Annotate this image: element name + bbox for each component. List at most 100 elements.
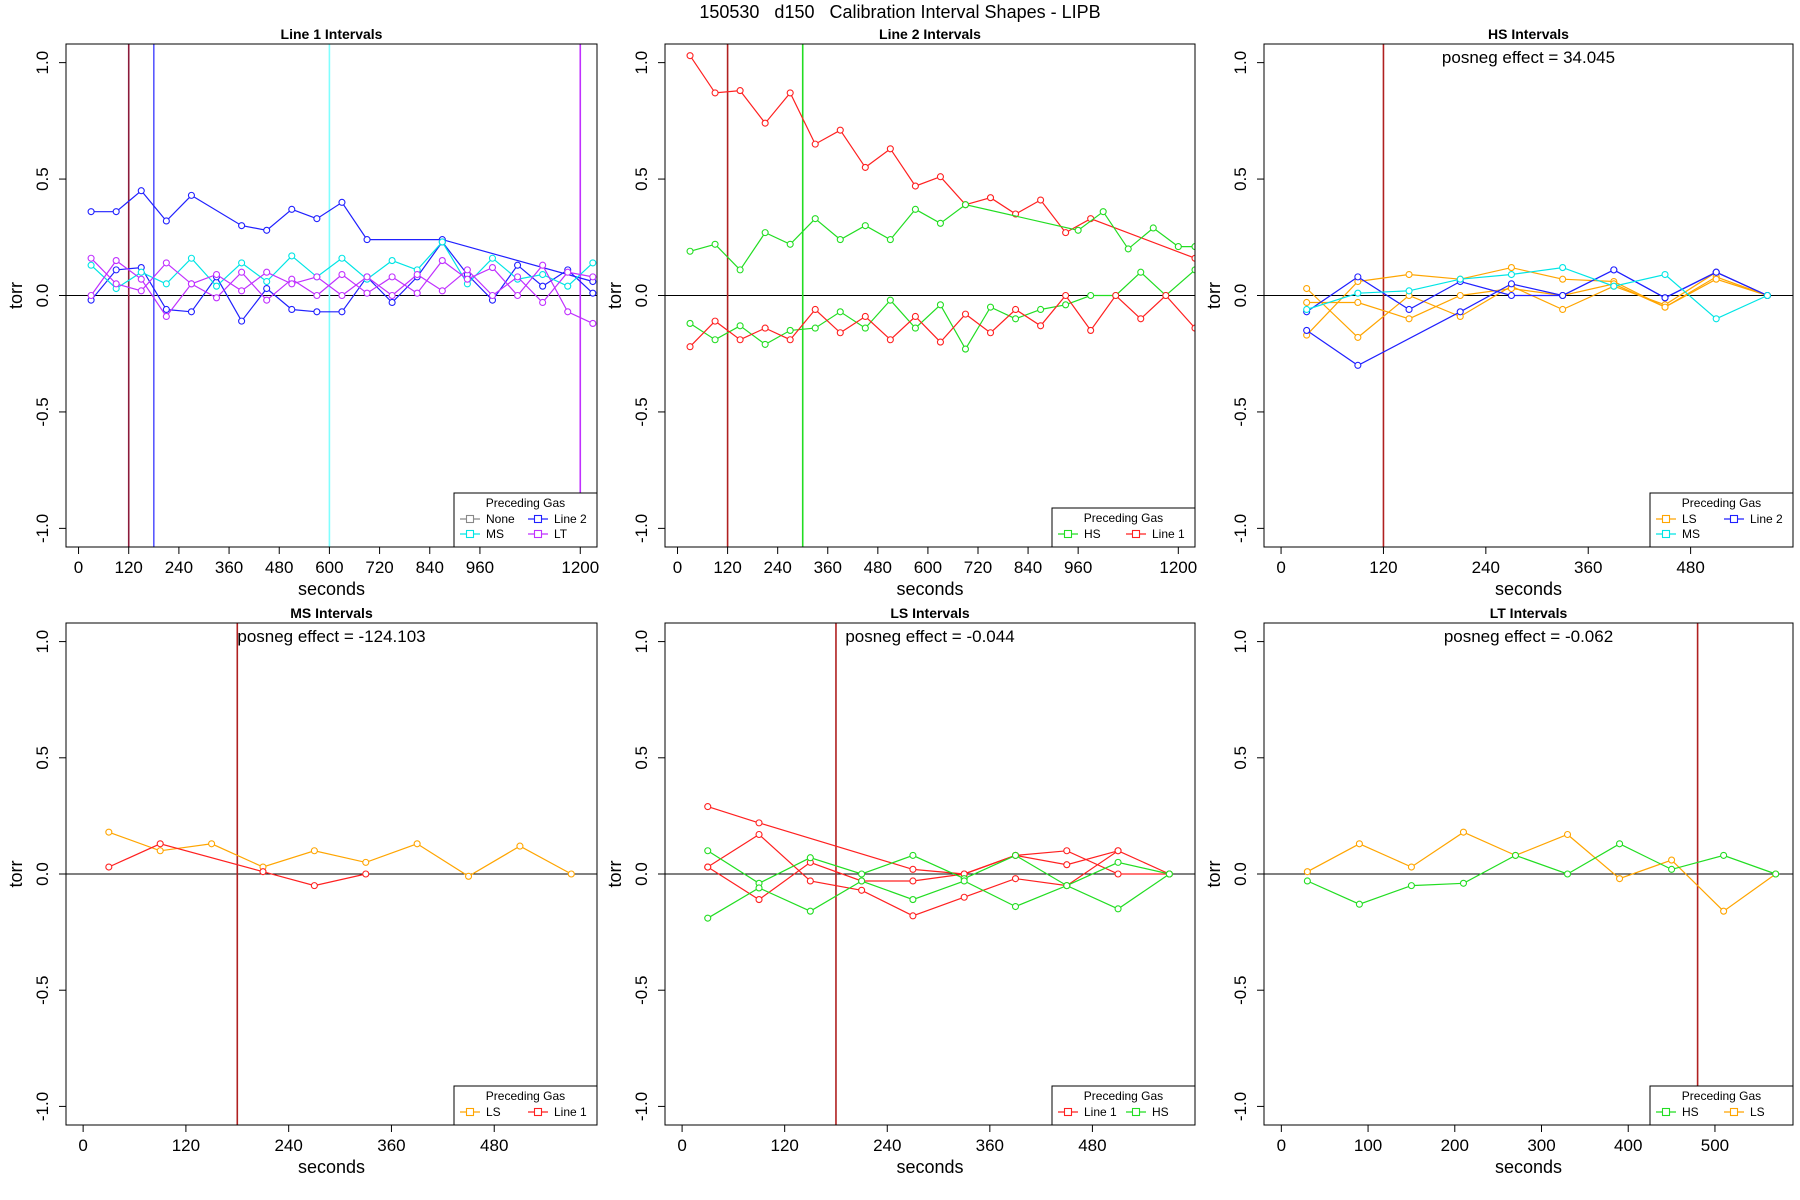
x-tick-label: 720 (964, 558, 992, 577)
plot-area (66, 623, 597, 1125)
data-point (1099, 208, 1107, 216)
data-point (1011, 875, 1020, 883)
data-point (761, 229, 769, 237)
data-point (1507, 291, 1515, 300)
x-tick-label: 0 (677, 1136, 686, 1155)
plot-area (1264, 44, 1793, 547)
data-point (212, 282, 221, 290)
data-point (1303, 877, 1311, 885)
data-point (960, 877, 968, 885)
data-point (811, 215, 819, 223)
data-point (911, 324, 919, 332)
data-point (811, 140, 819, 148)
chart-panel-2: Line 2 Intervals 0 120 240 360 480 600 720 840 96… (605, 26, 1197, 599)
data-point (936, 301, 944, 309)
data-point (1507, 270, 1515, 279)
data-point (310, 847, 318, 855)
data-point (1563, 870, 1572, 878)
data-point (1087, 326, 1095, 334)
x-tick-label: 300 (1527, 1136, 1555, 1155)
data-point (105, 863, 113, 871)
x-tick-label: 120 (770, 1136, 798, 1155)
data-point (811, 324, 819, 332)
data-point (567, 870, 575, 878)
data-point (288, 252, 296, 260)
data-point (704, 847, 712, 855)
data-point (886, 236, 894, 244)
data-point (413, 289, 421, 297)
data-point (686, 247, 694, 255)
data-point (911, 312, 919, 321)
y-tick-label: 0.5 (632, 167, 651, 191)
data-point (1563, 830, 1572, 839)
series-line (108, 831, 572, 878)
legend-box (1051, 1085, 1196, 1126)
data-point (704, 803, 712, 811)
data-point (786, 89, 794, 97)
legend-swatch-marker (533, 529, 543, 539)
data-point (288, 305, 296, 314)
y-tick-label: 0.0 (1231, 862, 1250, 886)
legend-box (453, 492, 598, 548)
data-point (1063, 861, 1071, 869)
data-point (909, 865, 917, 873)
data-point (514, 273, 522, 281)
data-point (363, 289, 371, 297)
data-point (516, 842, 524, 850)
data-point (1668, 865, 1676, 873)
series-line (1307, 831, 1777, 912)
data-point (836, 308, 844, 316)
data-point (761, 340, 769, 348)
legend-swatch-marker (1063, 529, 1073, 539)
y-tick-label: 0.0 (33, 284, 52, 308)
data-point (1303, 868, 1311, 876)
posneg-annotation: posneg effect = -124.103 (237, 627, 425, 646)
x-tick-label: 120 (115, 558, 143, 577)
data-point (463, 266, 471, 274)
data-point (463, 275, 471, 283)
data-point (961, 310, 970, 318)
data-point (1456, 308, 1464, 316)
x-tick-label: 960 (466, 558, 494, 577)
y-tick-label: 0.5 (1231, 746, 1250, 770)
panel-title: MS Intervals (290, 605, 373, 621)
data-point (539, 282, 547, 290)
legend-swatch-marker (1131, 529, 1141, 539)
data-point (936, 338, 944, 346)
data-point (806, 877, 814, 885)
y-tick-label: 1.0 (632, 630, 651, 654)
legend-swatch-marker (1661, 1107, 1671, 1117)
legend: Preceding Gas HS LS (1649, 1085, 1794, 1126)
legend-entry-label: LT (554, 527, 568, 541)
data-point (263, 277, 271, 286)
data-point (911, 182, 919, 190)
data-point (388, 273, 396, 281)
legend-swatch-marker (1063, 1107, 1073, 1117)
x-tick-label: 0 (74, 558, 83, 577)
data-point (1011, 902, 1020, 911)
data-point (960, 893, 968, 901)
legend-swatch-marker (533, 1107, 543, 1117)
y-tick-label: 1.0 (1231, 630, 1250, 654)
legend-entry-label: LS (486, 1105, 501, 1119)
legend-entry-label: Line 2 (1750, 512, 1783, 526)
y-tick-label: -1.0 (632, 1092, 651, 1121)
data-point (1712, 275, 1720, 283)
data-point (755, 884, 763, 892)
data-point (162, 217, 170, 225)
panel-title: HS Intervals (1488, 26, 1569, 42)
plot-area (1264, 623, 1793, 1125)
data-point (539, 261, 547, 269)
legend-swatch-marker (1729, 1107, 1739, 1117)
data-point (338, 270, 346, 279)
plot-frame (65, 622, 598, 1126)
data-point (961, 345, 970, 353)
x-tick-label: 480 (480, 1136, 508, 1155)
data-point (338, 308, 346, 316)
data-point (1303, 326, 1311, 334)
data-point (1149, 224, 1157, 232)
data-point (338, 291, 346, 300)
data-point (238, 222, 246, 230)
series-line (1306, 278, 1768, 320)
data-point (238, 317, 246, 325)
